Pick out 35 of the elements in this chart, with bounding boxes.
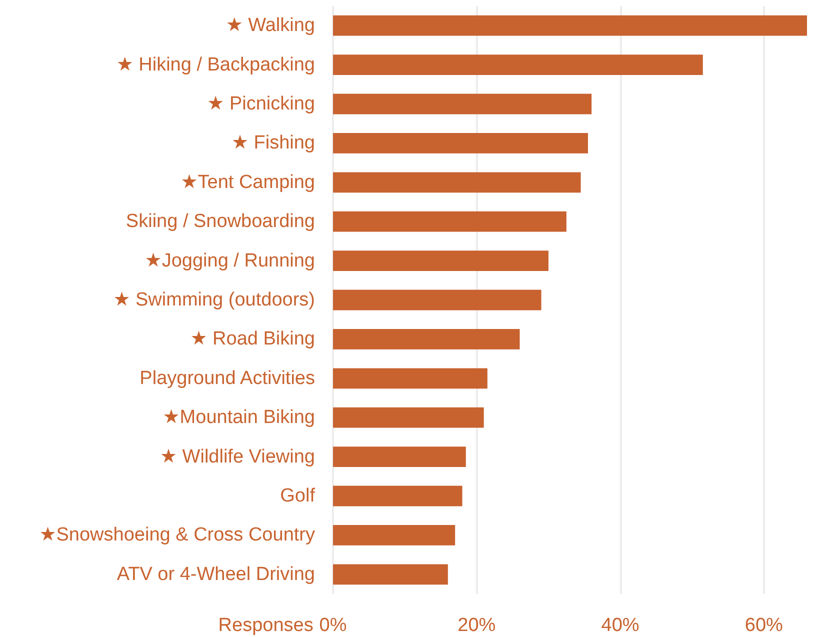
bar	[333, 486, 462, 506]
bar	[333, 172, 581, 193]
bar	[333, 525, 456, 546]
y-tick-label: ★Snowshoeing & Cross Country	[39, 524, 316, 546]
bar	[333, 15, 807, 36]
bar	[333, 564, 448, 585]
bar	[333, 250, 548, 271]
y-tick-label: ★Tent Camping	[180, 172, 315, 193]
y-tick-label: ATV or 4-Wheel Driving	[116, 564, 315, 585]
bar	[333, 290, 542, 310]
x-tick-label: 40%	[601, 615, 640, 636]
y-tick-label: Golf	[280, 486, 316, 506]
y-tick-label: ★ Fishing	[231, 132, 315, 154]
y-tick-label: Playground Activities	[140, 368, 315, 389]
bar	[333, 368, 488, 389]
y-tick-label: ★ Swimming (outdoors)	[113, 290, 315, 310]
x-tick-label: 20%	[458, 615, 496, 636]
bar	[333, 446, 466, 467]
x-tick-label: 60%	[744, 615, 784, 636]
y-tick-label: ★ Hiking / Backpacking	[116, 54, 315, 76]
x-axis-title: Responses	[218, 615, 314, 636]
bar	[333, 211, 566, 232]
y-tick-label: ★ Road Biking	[190, 328, 315, 350]
y-tick-label: ★Mountain Biking	[162, 407, 315, 428]
bar	[333, 94, 592, 114]
y-tick-label: ★ Wildlife Viewing	[160, 446, 315, 468]
y-tick-label: ★Jogging / Running	[144, 250, 315, 272]
y-tick-label: ★ Picnicking	[207, 94, 315, 114]
bar	[333, 54, 703, 75]
y-tick-label: ★ Walking	[226, 15, 315, 36]
y-tick-label: Skiing / Snowboarding	[126, 211, 315, 232]
bar	[333, 329, 520, 350]
bar	[333, 133, 588, 154]
x-tick-label: 0%	[319, 615, 347, 636]
bar	[333, 407, 484, 428]
